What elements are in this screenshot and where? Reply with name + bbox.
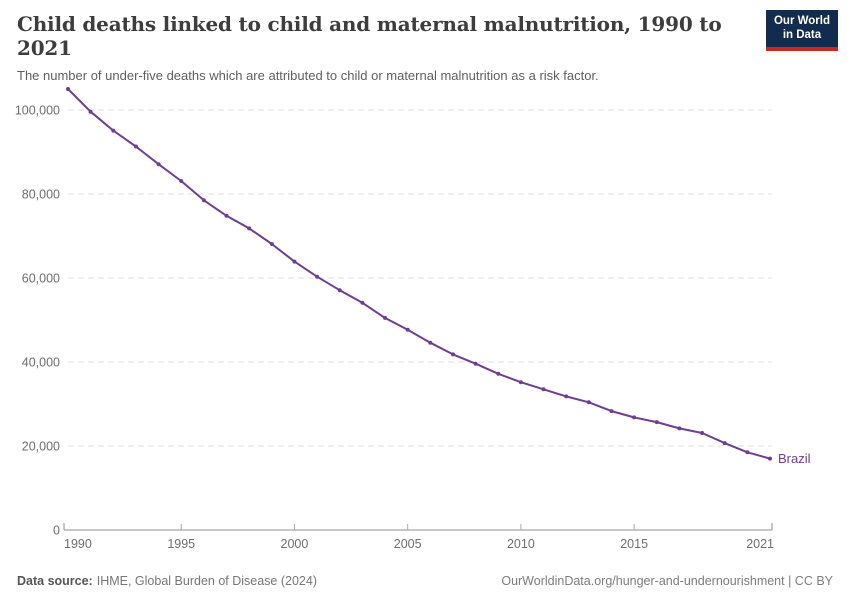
logo-line-1: Our World — [773, 15, 830, 27]
chart-header: Child deaths linked to child and materna… — [17, 12, 747, 83]
data-point[interactable] — [133, 144, 138, 149]
owid-logo[interactable]: Our World in Data — [765, 10, 838, 51]
chart-subtitle: The number of under-five deaths which ar… — [17, 68, 599, 83]
data-point[interactable] — [654, 420, 659, 425]
data-point[interactable] — [496, 371, 501, 376]
page-title: Child deaths linked to child and materna… — [17, 12, 722, 60]
data-point[interactable] — [383, 315, 387, 320]
data-point[interactable] — [518, 380, 523, 385]
data-point[interactable] — [473, 361, 478, 366]
x-tick-label: 2015 — [620, 537, 648, 551]
data-point[interactable] — [201, 198, 206, 203]
y-tick-label: 80,000 — [22, 188, 60, 202]
data-point[interactable] — [224, 213, 229, 218]
data-point[interactable] — [88, 109, 93, 114]
y-tick-label: 20,000 — [22, 440, 60, 454]
data-source-value: IHME, Global Burden of Disease (2024) — [96, 574, 317, 588]
x-tick-label: 2005 — [394, 537, 422, 551]
x-tick-label: 2000 — [281, 537, 309, 551]
data-source: Data source: IHME, Global Burden of Disea… — [17, 574, 317, 588]
data-point[interactable] — [722, 441, 727, 446]
logo-line-2: in Data — [782, 28, 822, 41]
data-point[interactable] — [586, 400, 591, 405]
data-point[interactable] — [66, 87, 70, 91]
series-end-label[interactable]: Brazil — [778, 451, 811, 466]
x-tick-label: 1995 — [167, 537, 195, 551]
x-tick-label: 2010 — [507, 537, 535, 551]
owid-url-link[interactable]: OurWorldinData.org/hunger-and-undernouri… — [501, 574, 833, 588]
x-tick-label: 2021 — [746, 537, 774, 551]
data-point[interactable] — [315, 274, 320, 279]
data-point[interactable] — [111, 128, 116, 133]
data-point[interactable] — [247, 226, 252, 231]
data-point[interactable] — [337, 288, 342, 293]
data-point[interactable] — [269, 242, 274, 246]
data-point[interactable] — [541, 387, 546, 392]
data-point[interactable] — [451, 352, 455, 357]
y-tick-label: 100,000 — [15, 104, 60, 118]
data-line[interactable] — [67, 88, 771, 460]
data-point[interactable] — [292, 259, 297, 264]
data-point[interactable] — [745, 450, 750, 455]
data-point[interactable] — [360, 300, 365, 305]
data-point[interactable] — [632, 415, 637, 420]
data-point[interactable] — [677, 426, 682, 431]
data-point[interactable] — [428, 340, 433, 345]
data-source-label: Data source: — [17, 574, 93, 588]
data-point[interactable] — [405, 327, 410, 332]
data-point[interactable] — [179, 179, 184, 183]
y-tick-label: 0 — [53, 524, 60, 538]
data-point[interactable] — [609, 409, 614, 414]
data-point[interactable] — [768, 456, 772, 461]
x-tick-label: 1990 — [64, 537, 92, 551]
chart-footer: Data source: IHME, Global Burden of Disea… — [17, 574, 833, 588]
data-point[interactable] — [564, 394, 569, 399]
y-tick-label: 60,000 — [22, 272, 60, 286]
data-point[interactable] — [700, 431, 705, 435]
data-point[interactable] — [156, 162, 161, 167]
y-tick-label: 40,000 — [22, 356, 60, 370]
